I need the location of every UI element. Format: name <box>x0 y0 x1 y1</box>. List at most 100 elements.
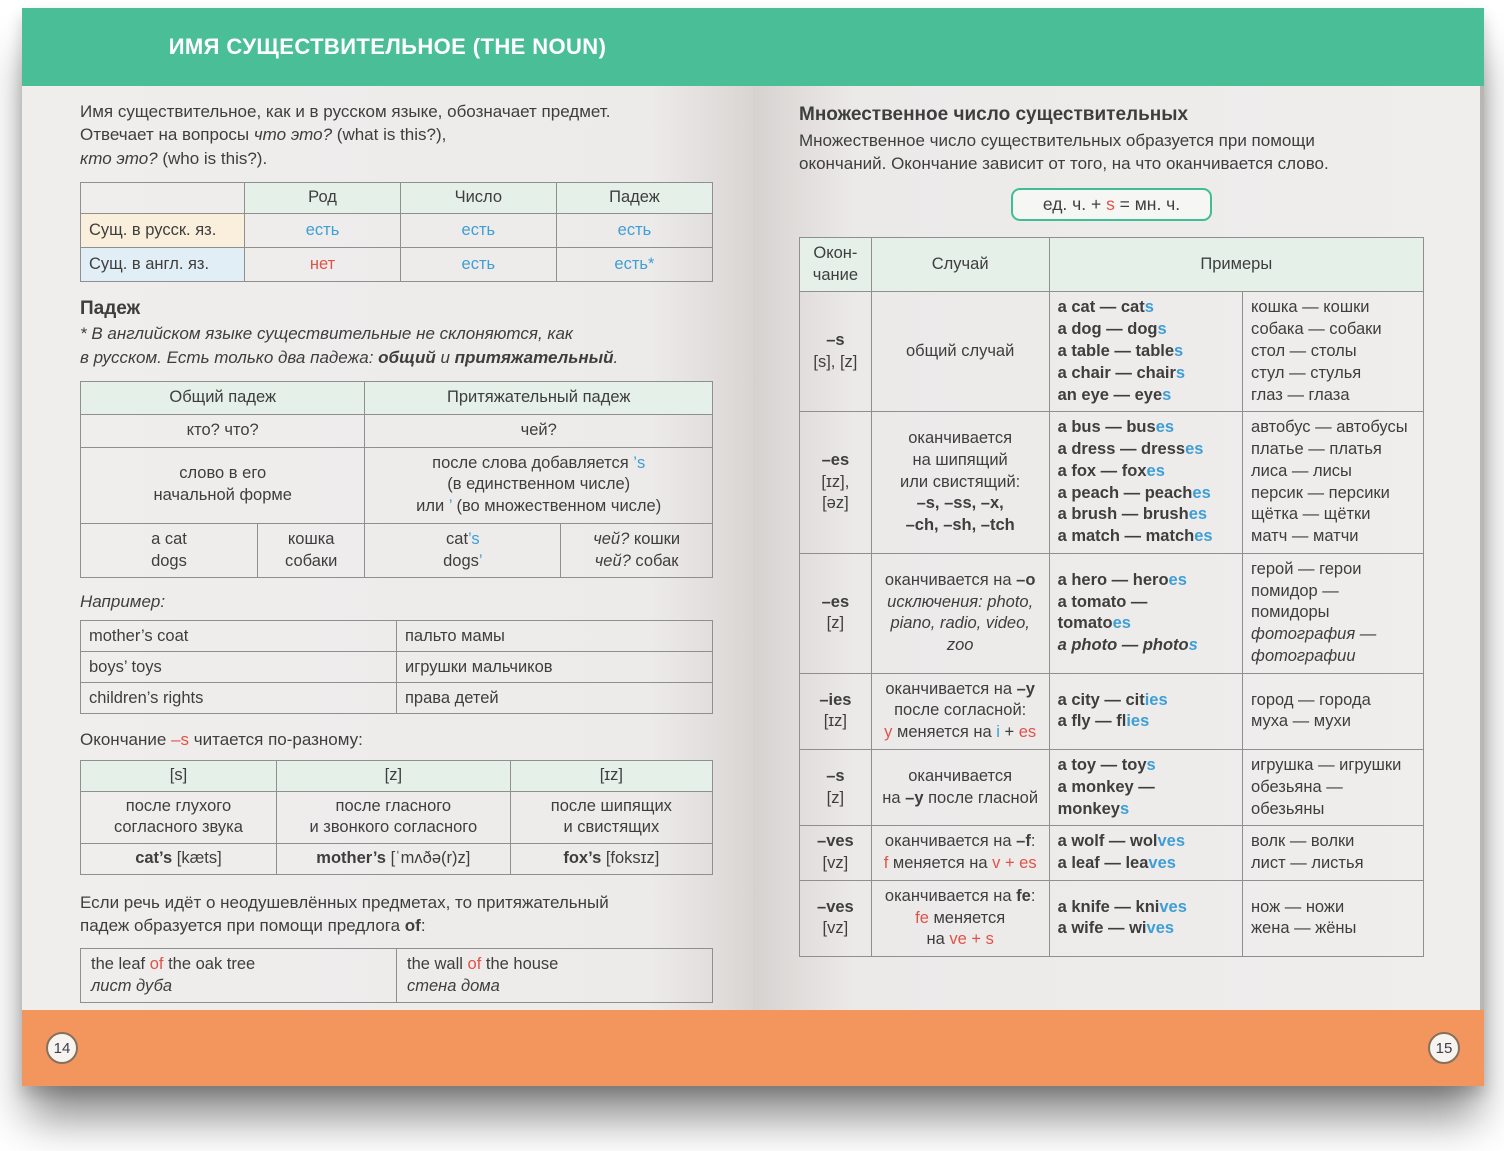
table-row-english: Сущ. в англ. яз. нет есть есть* <box>79 247 714 283</box>
cell-possessive-example: cat’s dogs’ <box>364 522 562 579</box>
cell-base-form: слово в его начальной форме <box>79 446 366 524</box>
cell-en-examples: a knife — knives a wife — wives <box>1048 879 1244 958</box>
header-examples: Примеры <box>1048 236 1425 293</box>
cell-ru-examples: герой — герои помидор — помидоры фотогра… <box>1242 552 1424 674</box>
pages: Имя существительное, как и в русском язы… <box>22 86 1484 1010</box>
of-possessive-paragraph: Если речь идёт о неодушевлённых предмета… <box>80 892 609 936</box>
cell-who-what: кто? что? <box>79 413 366 448</box>
cell-en-examples: a city — cities a fly — flies <box>1048 672 1244 750</box>
cell-case: после глухого согласного звука <box>80 790 277 845</box>
cell-case: оканчивается на –o исключения: photo, pi… <box>870 552 1050 674</box>
header-case: Случай <box>870 236 1050 293</box>
table-row-es-o: –es [z] оканчивается на –o исключения: p… <box>799 552 1424 674</box>
header-s: [s] <box>80 759 277 792</box>
cell-en-example: a cat dogs <box>80 522 258 579</box>
cell: есть <box>555 213 714 249</box>
table-row-russian: Сущ. в русск. яз. есть есть есть <box>79 213 714 249</box>
chapter-title: ИМЯ СУЩЕСТВИТЕЛЬНОЕ (THE NOUN) <box>168 34 607 59</box>
cell-en: children’s rights <box>80 682 397 715</box>
plural-intro: Множественное число существительных обра… <box>799 131 1329 174</box>
cell-ending: –ies [ɪz] <box>799 672 872 750</box>
table-row-s-vowel-y: –s [z] оканчивается на –y после гласной … <box>799 748 1424 827</box>
left-page: Имя существительное, как и в русском язы… <box>22 86 753 1010</box>
pronunciation-table: [s] [z] [ɪz] после глухого согласного зв… <box>80 759 714 875</box>
top-green-band: ИМЯ СУЩЕСТВИТЕЛЬНОЕ (THE NOUN) <box>22 8 1484 86</box>
cell-example: mother’s [ˈmʌðə(r)z] <box>275 843 511 875</box>
cell-ru-examples: город — города муха — мухи <box>1242 672 1424 750</box>
cell-case: оканчивается на –y после гласной <box>870 748 1050 827</box>
table-row-examples: cat’s [kæts] mother’s [ˈmʌðə(r)z] fox’s … <box>80 843 714 875</box>
table-header-row: [s] [z] [ɪz] <box>80 759 714 792</box>
right-page: Множественное число существительных Множ… <box>753 86 1484 1010</box>
table-row-ies: –ies [ɪz] оканчивается на –y после согла… <box>799 672 1424 750</box>
cell: есть <box>244 213 401 249</box>
table-header-row: Род Число Падеж <box>79 182 714 215</box>
table-row-description: слово в его начальной форме после слова … <box>79 446 713 524</box>
cell-en-examples: a toy — toys a monkey — monkeys <box>1048 748 1244 827</box>
corner-cell <box>79 182 246 215</box>
col-header-rod: Род <box>244 182 401 215</box>
header-z: [z] <box>275 759 511 792</box>
cell-example: cat’s [kæts] <box>80 843 277 875</box>
of-examples-table: the leaf of the oak tree лист дуба the w… <box>80 947 713 1004</box>
cell-ending: –s [s], [z] <box>799 291 872 413</box>
cell-ru-examples: нож — ножи жена — жёны <box>1242 879 1424 958</box>
padezh-note: * В английском языке существительные не … <box>80 324 619 367</box>
cell-case: после шипящих и свистящих <box>509 790 714 845</box>
table-row-es-sibilant: –es [ɪz], [əz] оканчивается на шипящий и… <box>799 411 1424 554</box>
header-possessive-case: Притяжательный падеж <box>364 381 713 415</box>
header-ending: Окон- чание <box>799 236 872 293</box>
cell-ending: –ves [vz] <box>799 879 872 958</box>
plural-heading: Множественное число существительных <box>799 104 1189 125</box>
cell-en-examples: a bus — buses a dress — dresses a fox — … <box>1048 411 1244 554</box>
table-row-ves-f: –ves [vz] оканчивается на –f: f меняется… <box>799 825 1424 881</box>
cell-case: общий случай <box>870 291 1050 413</box>
cell-en-examples: a hero — heroes a tomato — tomatoes a ph… <box>1048 552 1244 674</box>
table-row-cases: после глухого согласного звука после гла… <box>80 790 714 845</box>
table-row: children’s rights права детей <box>80 682 713 715</box>
cell-en-examples: a cat — cats a dog — dogs a table — tabl… <box>1048 291 1244 413</box>
plural-endings-table: Окон- чание Случай Примеры –s [s], [z] о… <box>799 236 1425 958</box>
cell-case: после гласного и звонкого согласного <box>275 790 511 845</box>
cell-example: fox’s [foksɪz] <box>509 843 714 875</box>
page-number-left: 14 <box>46 1032 78 1064</box>
section-heading-padezh: Падеж <box>80 298 141 320</box>
ending-s-line: Окончание –s читается по-разному: <box>80 730 363 750</box>
cell-ru: права детей <box>396 682 713 715</box>
cell: нет <box>244 247 401 283</box>
formula-wrap: ед. ч. + s = мн. ч. <box>799 187 1424 221</box>
table-row-s-general: –s [s], [z] общий случай a cat — cats a … <box>799 291 1424 413</box>
col-header-padezh: Падеж <box>555 182 714 215</box>
header-common-case: Общий падеж <box>79 381 366 415</box>
cell-ru-examples: игрушка — игрушки обезьяна — обезьяны <box>1242 748 1424 827</box>
table-row-ves-fe: –ves [vz] оканчивается на fe: fe меняетс… <box>799 879 1424 958</box>
cell-ru-examples: кошка — кошки собака — собаки стол — сто… <box>1242 291 1424 413</box>
cell-ending: –es [ɪz], [əz] <box>799 411 872 554</box>
page-number-right: 15 <box>1428 1032 1460 1064</box>
table-header-row: Окон- чание Случай Примеры <box>799 236 1425 293</box>
cell-ru-example: кошка собаки <box>256 522 366 579</box>
cell-ru-examples: волк — волки лист — листья <box>1242 825 1424 881</box>
cell-en: mother’s coat <box>80 620 397 653</box>
row-label: Сущ. в англ. яз. <box>79 247 246 283</box>
cell-case: оканчивается на –f: f меняется на v + es <box>870 825 1050 881</box>
cell-case: оканчивается на fe: fe меняется на ve + … <box>870 879 1050 958</box>
cell-case: оканчивается на –y после согласной: y ме… <box>870 672 1050 750</box>
col-header-chislo: Число <box>399 182 557 215</box>
for-example-label: Например: <box>80 592 166 612</box>
cell-whose: чей? <box>364 413 713 448</box>
cell-en-examples: a wolf — wolves a leaf — leaves <box>1048 825 1244 881</box>
table-row-examples: a cat dogs кошка собаки cat’s dogs’ чей?… <box>80 522 713 579</box>
examples-table: mother’s coat пальто мамы boys’ toys игр… <box>80 620 713 715</box>
cell-possessive-ru: чей? кошки чей? собак <box>560 522 713 579</box>
header-iz: [ɪz] <box>509 759 714 792</box>
table-row: mother’s coat пальто мамы <box>80 620 713 653</box>
bottom-orange-band: 14 15 <box>22 1010 1484 1086</box>
cell-ending: –es [z] <box>799 552 872 674</box>
intro-paragraph: Имя существительное, как и в русском язы… <box>80 102 611 168</box>
cell-ru: пальто мамы <box>396 620 713 653</box>
book-spread: ИМЯ СУЩЕСТВИТЕЛЬНОЕ (THE NOUN) Имя сущес… <box>22 8 1484 1086</box>
cell: есть <box>399 213 557 249</box>
cell-en: boys’ toys <box>80 651 397 684</box>
noun-comparison-table: Род Число Падеж Сущ. в русск. яз. есть е… <box>79 182 714 283</box>
